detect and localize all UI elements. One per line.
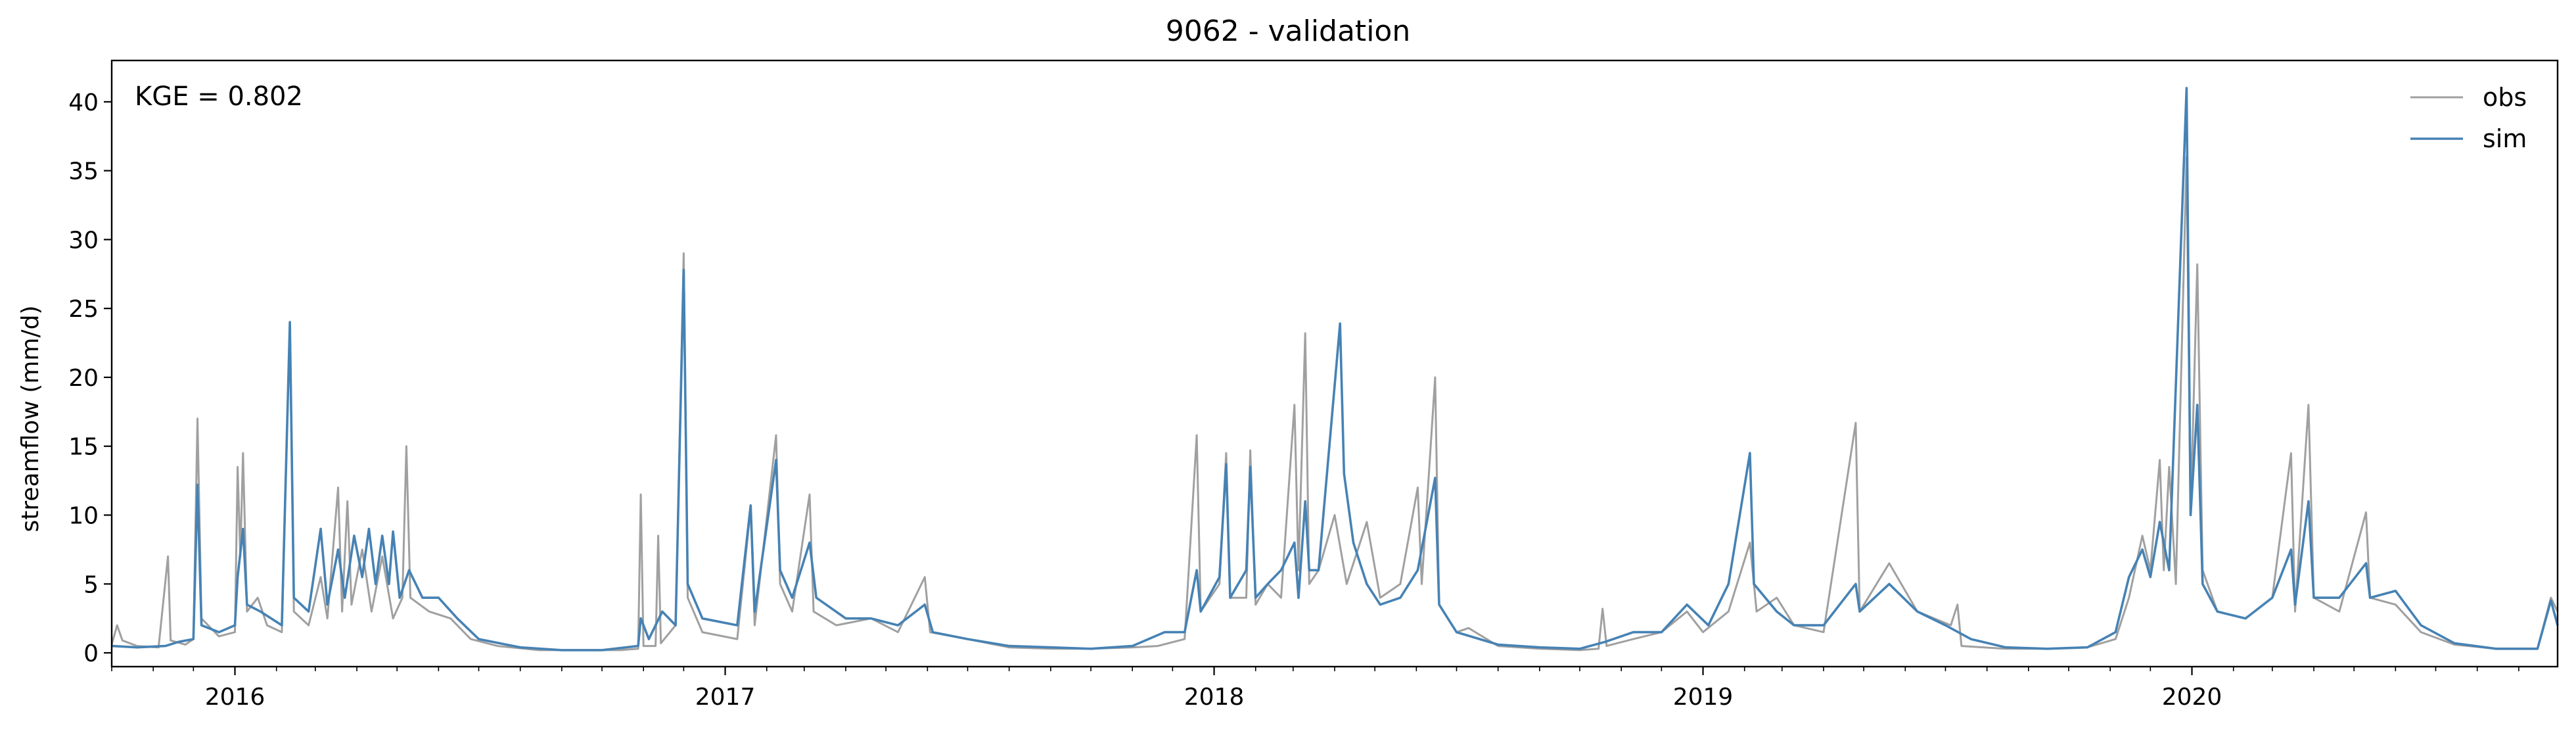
y-tick-label: 35	[68, 158, 99, 185]
y-tick-label: 30	[68, 227, 99, 254]
y-tick-label: 10	[68, 503, 99, 530]
y-tick-label: 5	[83, 571, 99, 598]
y-tick-label: 0	[83, 640, 99, 667]
x-tick-label: 2020	[2162, 684, 2222, 711]
x-tick-label: 2016	[205, 684, 265, 711]
legend-label-sim: sim	[2483, 124, 2527, 153]
series-layer	[110, 87, 2559, 652]
x-tick-label: 2017	[695, 684, 756, 711]
y-tick-label: 25	[68, 296, 99, 323]
y-ticks: 0 5 10 15 20 25 30 35 40	[68, 89, 112, 667]
plot-frame	[110, 59, 2559, 668]
legend: obs sim	[2410, 83, 2527, 153]
y-tick-label: 40	[68, 89, 99, 116]
kge-annotation: KGE = 0.802	[135, 82, 303, 112]
x-tick-label: 2018	[1184, 684, 1245, 711]
x-tick-label: 2019	[1673, 684, 1734, 711]
series-line-sim	[111, 87, 2559, 652]
y-axis-label: streamflow (mm/d)	[17, 306, 44, 533]
y-tick-label: 15	[68, 434, 99, 461]
y-tick-label: 20	[68, 365, 99, 392]
legend-label-obs: obs	[2483, 83, 2527, 112]
chart-title: 9062 - validation	[1166, 14, 1410, 48]
x-ticks: 2016 2017 2018 2019 2020	[111, 667, 2519, 711]
